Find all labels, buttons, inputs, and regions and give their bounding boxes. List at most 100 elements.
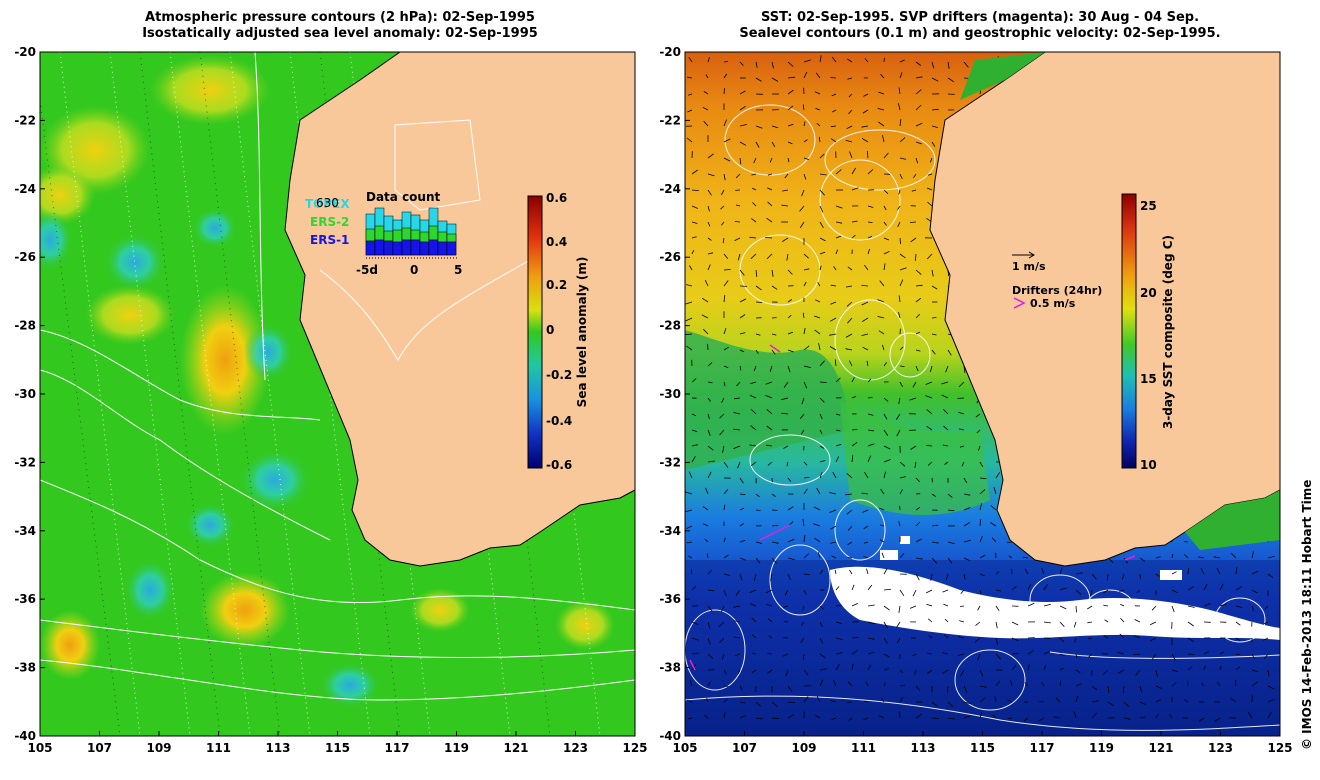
velocity-arrow [926,409,933,415]
sst-tick-1: 20 [1140,286,1157,300]
velocity-arrow [867,664,872,671]
velocity-arrow [1059,587,1067,591]
velocity-arrow [895,413,901,420]
velocity-arrow [847,317,853,324]
velocity-arrow [739,141,747,146]
velocity-arrow [947,61,950,69]
velocity-arrow [1155,685,1162,689]
velocity-arrow [719,429,725,436]
velocity-arrow [739,477,744,484]
velocity-arrow [803,589,807,595]
velocity-arrow [927,618,933,623]
drifter-tracks [689,344,1136,671]
velocity-arrow [942,444,949,447]
velocity-arrow [723,573,731,577]
velocity-arrow [897,205,901,210]
velocity-arrow [898,87,901,95]
velocity-arrow [1187,666,1193,671]
velocity-arrow [750,461,757,467]
velocity-arrow [691,444,699,447]
velocity-arrow [814,329,821,335]
velocity-arrow [864,264,869,271]
velocity-arrow [782,189,789,192]
velocity-arrow [719,637,725,644]
velocity-arrow [1151,653,1157,660]
velocity-arrow [897,221,901,227]
velocity-arrow [881,552,885,559]
velocity-arrow [958,636,965,639]
velocity-arrow [867,651,875,655]
velocity-arrow [896,429,901,437]
velocity-arrow [702,106,709,111]
velocity-arrow [735,204,741,207]
velocity-arrow [829,346,837,351]
velocity-arrow [1171,605,1175,613]
velocity-arrow [995,589,1001,592]
velocity-arrow [707,589,715,592]
australia-land-right [929,52,1280,567]
velocity-arrow [702,506,709,511]
velocity-arrow [1027,583,1031,591]
velocity-arrow [928,635,933,639]
velocity-arrow [942,589,949,593]
velocity-arrow [947,349,952,356]
velocity-arrow [1055,697,1061,703]
australia-land-left [284,52,635,567]
velocity-arrow [1155,699,1162,703]
velocity-arrow [1134,619,1141,623]
velocity-arrow [782,605,789,608]
velocity-arrow [787,349,794,353]
velocity-arrow [899,346,904,351]
velocity-arrow [689,265,693,271]
velocity-arrow [749,603,757,607]
velocity-arrow [815,72,821,79]
velocity-arrow [1059,680,1061,687]
velocity-arrow [883,653,890,658]
velocity-arrow [691,250,695,255]
velocity-arrow [736,381,741,387]
velocity-arrow [898,397,901,405]
velocity-arrow-head [1028,251,1035,259]
velocity-arrow [899,119,902,127]
velocity-arrow [707,681,712,687]
velocity-arrow [800,621,805,626]
velocity-arrow [723,489,729,495]
right-xtick-label: 123 [1208,741,1233,755]
velocity-arrow [883,621,888,629]
sst-colorbar-ramp [1121,193,1137,469]
sla-tick-3: 0 [546,323,554,337]
velocity-arrow [834,359,837,367]
velocity-arrow [845,333,853,338]
velocity-arrow [767,201,773,207]
velocity-arrow [959,445,965,448]
velocity-arrow [910,445,917,450]
velocity-arrow [835,605,842,607]
velocity-arrow [863,541,869,544]
velocity-arrow [771,557,777,564]
velocity-arrow [979,503,983,511]
left-xtick-label: 113 [265,741,290,755]
velocity-arrow [723,253,729,259]
velocity-arrow [739,573,743,581]
velocity-arrow [1187,568,1189,575]
velocity-arrow [771,285,778,290]
velocity-arrow [849,569,853,575]
velocity-arrow [802,104,805,111]
velocity-arrow [835,377,841,383]
velocity-arrow [1235,653,1241,655]
velocity-arrow [787,123,794,127]
velocity-arrow [899,237,901,245]
velocity-arrow [753,573,757,581]
velocity-arrow [771,141,776,148]
velocity-arrow [867,443,875,447]
velocity-arrow [995,571,1000,575]
velocity-arrow [723,295,726,303]
velocity-arrow [845,285,853,288]
velocity-arrow [864,700,869,703]
velocity-arrow [1251,681,1258,687]
velocity-arrow [688,56,693,63]
velocity-arrow [845,348,853,351]
velocity-arrow [707,153,714,159]
velocity-arrow [723,327,727,335]
velocity-arrow [800,429,805,435]
